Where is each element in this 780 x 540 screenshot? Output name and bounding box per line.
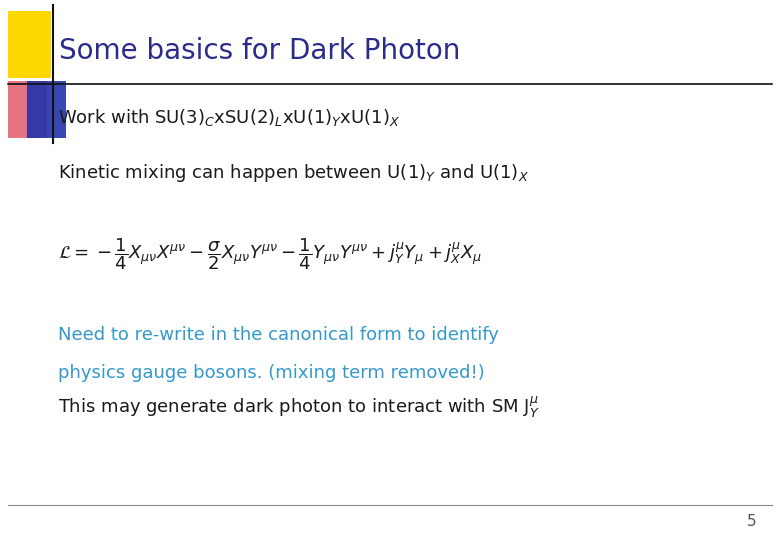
Text: 5: 5 [747, 514, 757, 529]
Text: Kinetic mixing can happen between U(1)$_Y$ and U(1)$_X$: Kinetic mixing can happen between U(1)$_… [58, 162, 530, 184]
Text: Need to re-write in the canonical form to identify: Need to re-write in the canonical form t… [58, 326, 499, 344]
Text: Work with SU(3)$_C$xSU(2)$_L$xU(1)$_Y$xU(1)$_X$: Work with SU(3)$_C$xSU(2)$_L$xU(1)$_Y$xU… [58, 107, 401, 128]
Bar [8, 81, 47, 138]
Text: This may generate dark photon to interact with SM J$^{\mu}_{Y}$: This may generate dark photon to interac… [58, 395, 541, 420]
Text: Some basics for Dark Photon: Some basics for Dark Photon [59, 37, 461, 65]
Text: physics gauge bosons. (mixing term removed!): physics gauge bosons. (mixing term remov… [58, 363, 485, 382]
Text: $\mathcal{L} = -\dfrac{1}{4}X_{\mu\nu}X^{\mu\nu} - \dfrac{\sigma}{2}X_{\mu\nu}Y^: $\mathcal{L} = -\dfrac{1}{4}X_{\mu\nu}X^… [58, 236, 483, 272]
Bar [8, 11, 51, 78]
Bar [27, 81, 66, 138]
